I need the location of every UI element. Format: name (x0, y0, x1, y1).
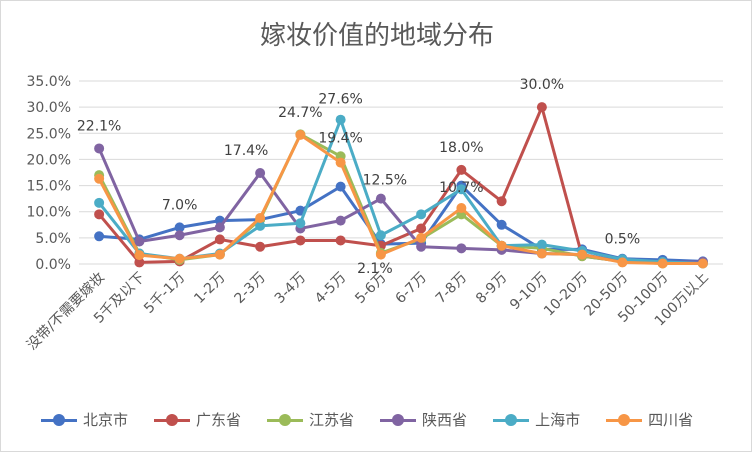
data-point (295, 129, 306, 140)
data-point (416, 209, 427, 220)
x-tick-label: 10-20万 (541, 270, 591, 320)
legend-label: 四川省 (648, 411, 694, 429)
data-point (94, 197, 105, 208)
x-tick-label: 3-4万 (272, 270, 309, 307)
data-point (416, 241, 427, 252)
data-point (335, 235, 346, 246)
legend-item: 四川省 (606, 409, 693, 430)
y-tick-label: 20.0% (27, 152, 71, 168)
data-point (214, 249, 225, 260)
data-label: 27.6% (318, 92, 362, 108)
data-point (255, 241, 266, 252)
legend-swatch (493, 413, 530, 427)
data-point (335, 215, 346, 226)
legend-item: 陕西省 (380, 409, 467, 430)
x-tick-label: 2-3万 (232, 270, 269, 307)
data-point (335, 181, 346, 192)
data-point (134, 250, 145, 261)
data-point (94, 209, 105, 220)
data-point (617, 257, 628, 268)
data-point (255, 212, 266, 223)
data-point (697, 258, 708, 269)
data-label: 19.4% (318, 131, 362, 147)
data-point (536, 239, 547, 250)
y-tick-label: 25.0% (27, 126, 71, 142)
y-tick-label: 15.0% (27, 179, 71, 195)
y-tick-label: 35.0% (27, 74, 71, 90)
data-point (496, 240, 507, 251)
data-point (456, 243, 467, 254)
data-label: 2.1% (357, 261, 393, 277)
legend-item: 广东省 (154, 409, 241, 430)
data-point (657, 258, 668, 269)
legend-swatch (154, 413, 191, 427)
data-point (456, 203, 467, 214)
data-point (134, 257, 145, 268)
data-point (295, 218, 306, 229)
legend-label: 陕西省 (422, 411, 468, 429)
legend-swatch (380, 413, 417, 427)
legend-label: 上海市 (535, 411, 581, 429)
y-tick-label: 30.0% (27, 100, 71, 116)
data-label: 18.0% (439, 140, 483, 156)
data-point (255, 220, 266, 231)
data-point (456, 164, 467, 175)
data-point (174, 222, 185, 233)
data-point (335, 114, 346, 125)
y-tick-label: 10.0% (27, 205, 71, 221)
data-point (416, 232, 427, 243)
data-point (255, 168, 266, 179)
legend-swatch (267, 413, 304, 427)
data-point (375, 193, 386, 204)
data-point (456, 184, 467, 195)
x-tick-label: 6-7万 (393, 270, 430, 307)
legend-label: 北京市 (83, 411, 129, 429)
x-tick-label: 8-9万 (473, 270, 510, 307)
data-point (94, 231, 105, 242)
x-tick-label: 1-2万 (191, 270, 228, 307)
data-point (496, 196, 507, 207)
legend-swatch (41, 413, 77, 427)
data-label: 30.0% (520, 77, 564, 93)
legend-item: 北京市 (41, 409, 128, 430)
data-label: 22.1% (77, 118, 121, 134)
data-point (94, 143, 105, 154)
data-point (577, 249, 588, 260)
data-label: 24.7% (278, 105, 322, 121)
data-point (134, 236, 145, 247)
legend: 北京市 广东省 江苏省 陕西省 上海市 四川省 (41, 409, 741, 430)
data-label: 0.5% (605, 231, 641, 247)
data-point (416, 223, 427, 234)
data-label: 12.5% (363, 173, 407, 189)
data-point (94, 173, 105, 184)
series-line (97, 133, 703, 265)
data-point (335, 157, 346, 168)
data-point (536, 248, 547, 259)
y-tick-label: 0.0% (35, 257, 71, 273)
legend-item: 上海市 (493, 409, 580, 430)
x-tick-label: 7-8万 (433, 270, 470, 307)
data-label: 17.4% (224, 143, 268, 159)
data-point (496, 219, 507, 230)
chart-title: 嫁妆价值的地域分布 (259, 21, 494, 51)
data-point (214, 234, 225, 245)
data-point (375, 230, 386, 241)
data-point (375, 249, 386, 260)
data-point (174, 230, 185, 241)
x-tick-label: 4-5万 (312, 270, 349, 307)
legend-item: 江苏省 (267, 409, 354, 430)
legend-label: 江苏省 (309, 411, 355, 429)
legend-label: 广东省 (196, 411, 242, 429)
data-point (536, 102, 547, 113)
y-tick-label: 5.0% (35, 231, 71, 247)
data-point (214, 222, 225, 233)
data-point (295, 235, 306, 246)
x-tick-label: 5千-1万 (141, 270, 188, 317)
data-point (174, 253, 185, 264)
data-label: 7.0% (162, 197, 198, 213)
data-label: 10.7% (439, 180, 483, 196)
legend-swatch (606, 413, 643, 427)
